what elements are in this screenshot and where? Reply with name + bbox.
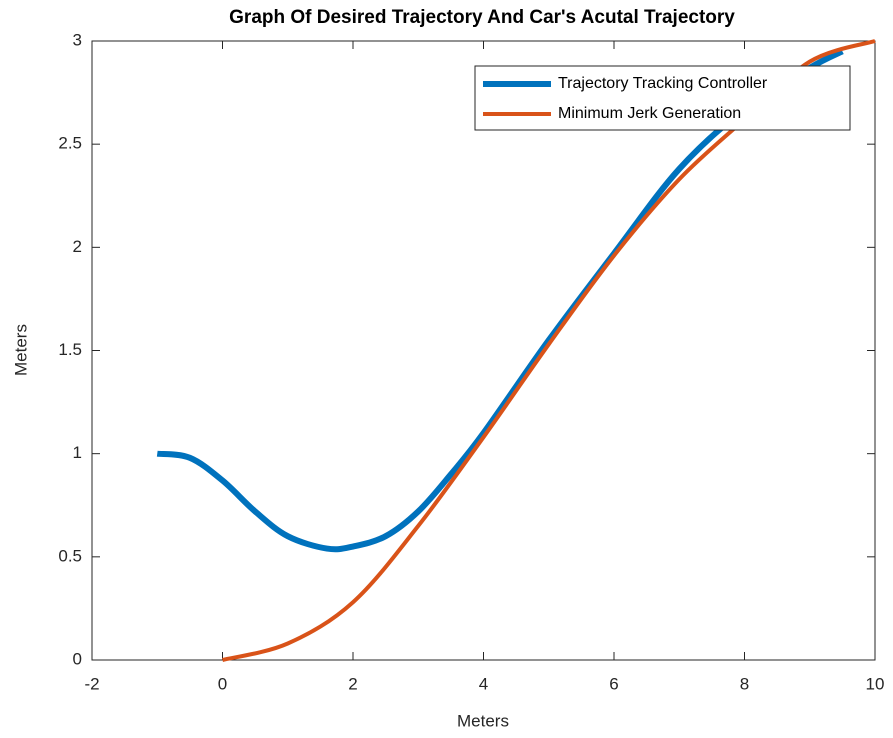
legend-label: Trajectory Tracking Controller bbox=[558, 75, 768, 92]
x-axis-label: Meters bbox=[457, 711, 509, 730]
legend-box bbox=[474, 65, 851, 131]
y-tick-label: 1 bbox=[73, 443, 82, 462]
y-tick-label: 2.5 bbox=[58, 134, 82, 153]
x-tick-label: 6 bbox=[609, 674, 618, 693]
x-tick-label: 2 bbox=[348, 674, 357, 693]
plot-frame bbox=[91, 40, 876, 661]
x-tick-label: -2 bbox=[84, 674, 99, 693]
x-tick-label: 0 bbox=[218, 674, 227, 693]
y-tick-label: 0.5 bbox=[58, 546, 82, 565]
y-axis-label: Meters bbox=[11, 324, 30, 376]
legend-label: Minimum Jerk Generation bbox=[558, 105, 741, 122]
series-line bbox=[156, 48, 844, 553]
x-tick-label: 8 bbox=[740, 674, 749, 693]
y-tick-label: 0 bbox=[73, 649, 82, 668]
x-tick-label: 4 bbox=[479, 674, 488, 693]
y-tick-label: 3 bbox=[73, 30, 82, 49]
x-tick-label: 10 bbox=[866, 674, 885, 693]
y-tick-label: 1.5 bbox=[58, 340, 82, 359]
y-tick-label: 2 bbox=[73, 237, 82, 256]
chart-title: Graph Of Desired Trajectory And Car's Ac… bbox=[229, 7, 735, 28]
